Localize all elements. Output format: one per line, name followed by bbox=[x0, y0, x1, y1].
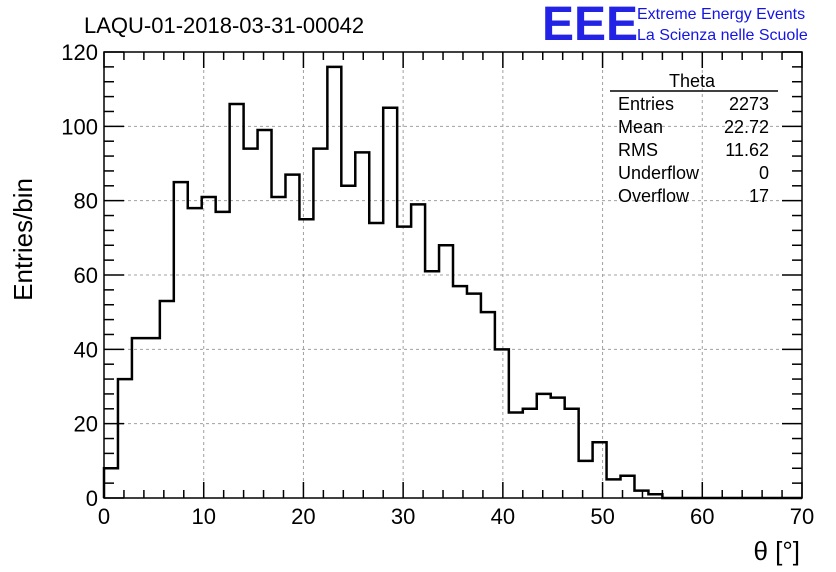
grid-lines bbox=[104, 52, 802, 498]
stats-label-underflow: Underflow bbox=[618, 163, 700, 183]
stats-value-underflow: 0 bbox=[759, 163, 769, 183]
stats-value-overflow: 17 bbox=[749, 186, 769, 206]
stats-label-mean: Mean bbox=[618, 117, 663, 137]
stats-label-entries: Entries bbox=[618, 94, 674, 114]
plot-frame bbox=[103, 51, 803, 499]
x-axis-title: θ [°] bbox=[753, 536, 800, 566]
histogram-series bbox=[102, 65, 802, 500]
eee-logo-line2: La Scienza nelle Scuole bbox=[637, 27, 808, 44]
x-tick-label: 0 bbox=[98, 504, 110, 529]
y-tick-label: 60 bbox=[74, 263, 98, 288]
eee-logo: EEE Extreme Energy Events La Scienza nel… bbox=[542, 0, 808, 51]
y-tick-label: 120 bbox=[61, 40, 98, 65]
stats-title: Theta bbox=[669, 71, 716, 91]
x-tick-label: 70 bbox=[790, 504, 814, 529]
stats-value-entries: 2273 bbox=[729, 94, 769, 114]
x-tick-label: 40 bbox=[491, 504, 515, 529]
run-title: LAQU-01-2018-03-31-00042 bbox=[84, 13, 364, 38]
stats-value-rms: 11.62 bbox=[725, 140, 769, 160]
x-tick-label: 10 bbox=[191, 504, 215, 529]
y-tick-label: 80 bbox=[74, 189, 98, 214]
y-tick-labels: 0 20 40 60 80 100 120 bbox=[61, 40, 98, 511]
stats-label-rms: RMS bbox=[618, 140, 658, 160]
x-tick-label: 30 bbox=[391, 504, 415, 529]
stats-box: Theta Entries 2273 Mean 22.72 RMS 11.62 … bbox=[610, 71, 778, 206]
y-axis-title: Entries/bin bbox=[8, 178, 38, 301]
x-tick-label: 20 bbox=[291, 504, 315, 529]
y-tick-label: 40 bbox=[74, 337, 98, 362]
stats-label-overflow: Overflow bbox=[618, 186, 690, 206]
stats-value-mean: 22.72 bbox=[724, 117, 769, 137]
eee-logo-line1: Extreme Energy Events bbox=[637, 6, 805, 23]
y-tick-label: 100 bbox=[61, 114, 98, 139]
x-tick-label: 60 bbox=[690, 504, 714, 529]
y-tick-label: 0 bbox=[86, 486, 98, 511]
x-tick-label: 50 bbox=[590, 504, 614, 529]
y-tick-label: 20 bbox=[74, 412, 98, 437]
x-tick-labels: 0 10 20 30 40 50 60 70 bbox=[98, 504, 814, 529]
eee-logo-mark: EEE bbox=[542, 0, 638, 51]
